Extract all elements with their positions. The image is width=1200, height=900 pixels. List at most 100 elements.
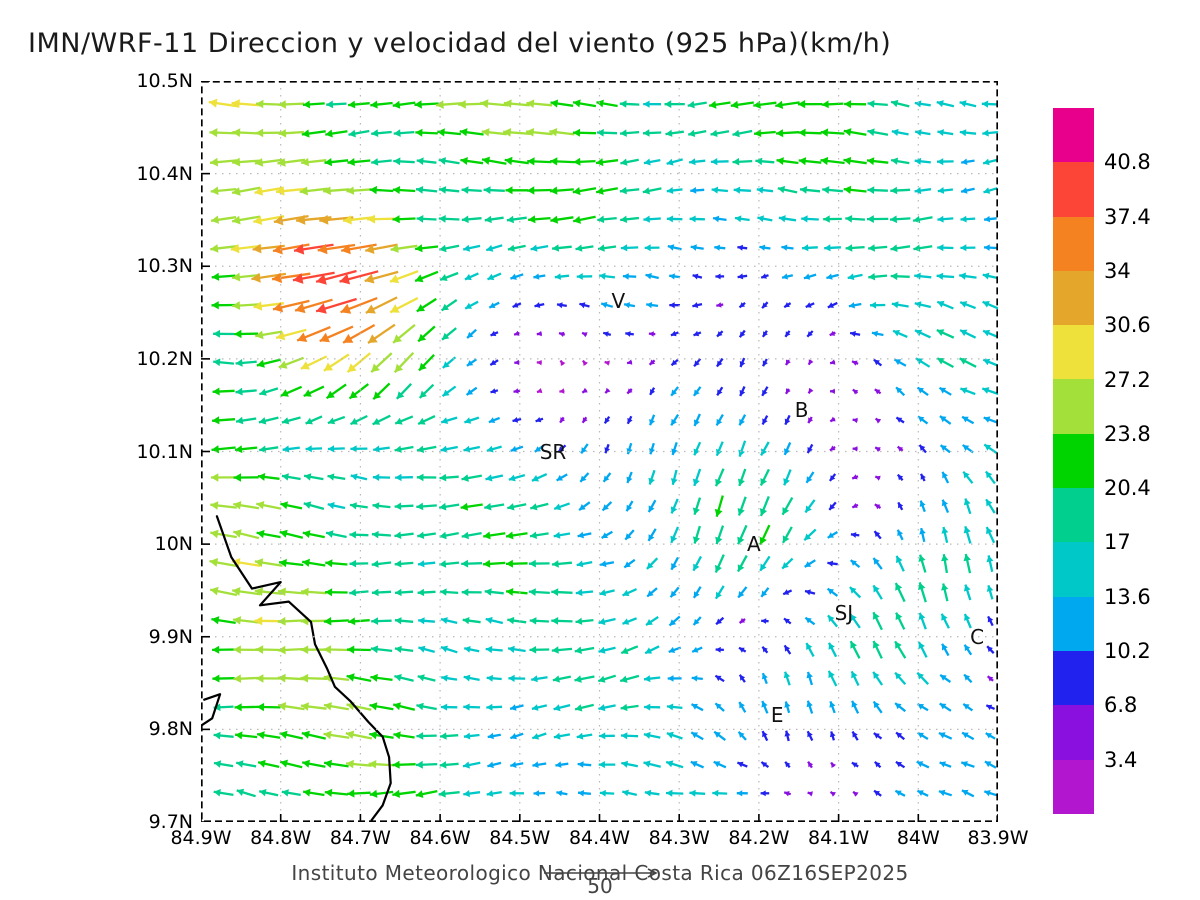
wind-vector — [484, 502, 505, 511]
wind-vector — [595, 187, 619, 195]
wind-vector — [985, 732, 996, 740]
wind-vector — [345, 730, 373, 740]
wind-vector — [300, 673, 328, 683]
wind-vector — [919, 500, 926, 513]
wind-vector — [212, 416, 236, 425]
wind-vector — [529, 646, 550, 654]
wind-vector — [255, 128, 282, 138]
wind-vector — [852, 417, 858, 424]
wind-vector — [460, 502, 483, 511]
wind-vector — [693, 358, 702, 368]
wind-vector — [621, 760, 639, 768]
wind-vector — [961, 731, 975, 741]
wind-vector — [845, 215, 865, 223]
wind-vector — [622, 588, 637, 597]
wind-vector — [210, 501, 237, 510]
wind-vector — [874, 760, 882, 769]
wind-vector — [372, 382, 391, 401]
wind-vector — [392, 702, 416, 711]
wind-vector — [715, 414, 724, 426]
wind-vector — [466, 358, 478, 367]
wind-vector — [394, 588, 414, 597]
wind-vector — [874, 388, 882, 395]
wind-vector — [963, 525, 972, 544]
wind-vector — [438, 789, 460, 798]
scale-reference-arrow — [544, 868, 658, 878]
wind-vector — [513, 330, 520, 336]
wind-vector — [940, 613, 950, 629]
wind-vector — [301, 129, 326, 138]
wind-vector — [325, 129, 348, 138]
wind-vector — [213, 760, 234, 768]
wind-vector — [416, 702, 437, 711]
wind-vector — [282, 445, 300, 453]
wind-vector — [693, 441, 702, 456]
wind-vector — [625, 331, 634, 337]
wind-vector — [393, 731, 415, 740]
wind-vector — [438, 215, 460, 223]
wind-vector — [669, 302, 681, 309]
wind-vector — [346, 701, 372, 711]
wind-vector — [690, 760, 705, 769]
wind-vector — [692, 555, 703, 572]
wind-vector — [895, 555, 905, 572]
wind-vector — [986, 555, 994, 572]
wind-vector — [670, 386, 680, 397]
colorbar-band-10 — [1053, 650, 1094, 706]
wind-vector — [415, 760, 438, 769]
wind-vector — [939, 702, 952, 712]
wind-vector — [851, 700, 860, 714]
wind-vector — [393, 157, 415, 166]
wind-vector — [666, 731, 683, 740]
wind-vector — [866, 215, 889, 223]
wind-vector — [533, 790, 546, 797]
wind-vector — [528, 588, 550, 596]
wind-vector — [558, 331, 566, 337]
wind-vector — [367, 214, 396, 224]
wind-vector — [550, 99, 574, 108]
wind-vector — [233, 674, 259, 683]
wind-vector — [369, 789, 394, 798]
colorbar-band-2 — [1053, 216, 1094, 271]
x-tick-84W: 84W — [896, 827, 940, 849]
wind-vector — [914, 100, 931, 108]
wind-vector — [439, 732, 459, 740]
wind-vector — [576, 273, 593, 280]
wind-vector — [642, 129, 662, 137]
wind-vector — [668, 646, 682, 653]
wind-vector — [415, 128, 438, 137]
wind-vector — [598, 617, 616, 626]
wind-vector — [552, 675, 572, 683]
wind-vector — [692, 468, 702, 487]
wind-vector — [232, 157, 261, 167]
wind-vector — [962, 444, 974, 454]
wind-vector — [917, 641, 928, 658]
wind-vector — [919, 473, 926, 482]
wind-vector — [691, 646, 703, 653]
wind-vector — [581, 331, 588, 338]
wind-vector — [325, 530, 347, 539]
colorbar-band-11 — [1053, 705, 1094, 760]
wind-vector — [559, 416, 566, 424]
wind-vector — [440, 445, 458, 453]
wind-vector — [757, 215, 773, 223]
wind-vector — [982, 272, 998, 280]
wind-vector — [234, 329, 259, 339]
wind-vector — [347, 100, 370, 109]
wind-vector — [874, 417, 882, 424]
wind-vector — [598, 704, 616, 712]
wind-vector — [643, 760, 661, 768]
wind-vector — [890, 272, 910, 281]
wind-vector — [394, 617, 414, 625]
wind-vector — [346, 352, 372, 373]
wind-vector — [577, 761, 592, 768]
wind-vector — [688, 158, 706, 166]
wind-vector — [827, 560, 838, 567]
wind-vector — [414, 244, 439, 253]
wind-vector — [441, 385, 457, 398]
wind-vector — [302, 530, 325, 539]
wind-vector — [850, 532, 860, 538]
wind-vector — [784, 388, 791, 395]
wind-vector — [536, 330, 542, 337]
wind-vector — [827, 642, 838, 658]
